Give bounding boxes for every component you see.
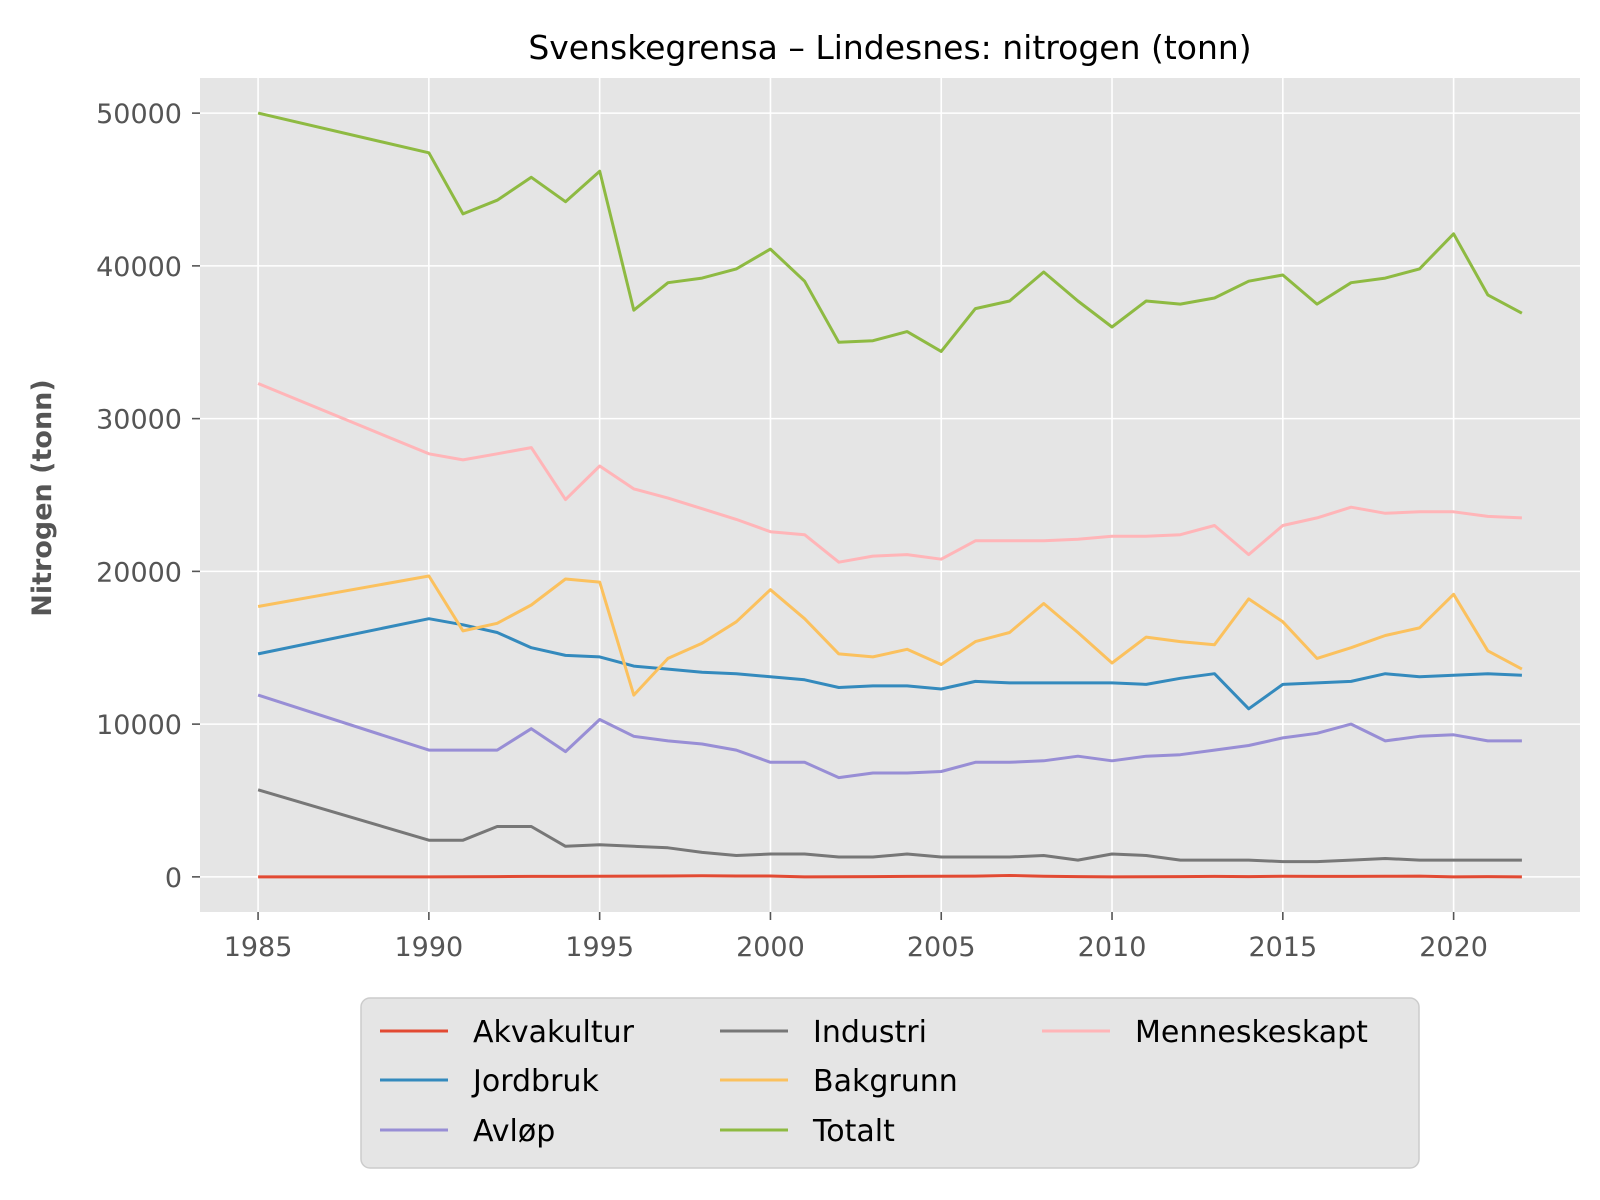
x-tick-label: 2000 bbox=[736, 932, 805, 963]
series-line-menneskeskapt bbox=[257, 382, 1522, 564]
x-tick-label: 1985 bbox=[224, 932, 293, 963]
series-line-industri bbox=[257, 788, 1522, 864]
x-axis-ticks: 1985 1990 1995 2000 2005 2010 2015 2020 bbox=[224, 912, 1488, 963]
x-tick-label: 2015 bbox=[1248, 932, 1317, 963]
legend-label: Akvakultur bbox=[473, 1015, 635, 1050]
legend-label: Industri bbox=[813, 1015, 927, 1050]
legend: Akvakultur Jordbruk Avløp Industri Bakgrunn T… bbox=[360, 997, 1420, 1169]
legend-label: Totalt bbox=[812, 1114, 895, 1149]
series-line-akvakultur bbox=[258, 874, 1522, 879]
y-tick-label: 40000 bbox=[96, 252, 182, 283]
legend-label: Avløp bbox=[473, 1114, 555, 1149]
series-line-totalt bbox=[257, 111, 1523, 353]
y-axis-label: Nitrogen (tonn) bbox=[27, 379, 58, 616]
series-line-jordbruk bbox=[257, 617, 1522, 711]
chart-title: Svenskegrensa – Lindesnes: nitrogen (ton… bbox=[528, 28, 1251, 67]
y-tick-label: 50000 bbox=[96, 99, 182, 130]
y-tick-label: 10000 bbox=[96, 710, 182, 741]
x-tick-label: 2020 bbox=[1419, 932, 1488, 963]
legend-box bbox=[360, 997, 1420, 1169]
plot-background bbox=[200, 78, 1580, 912]
x-tick-label: 1990 bbox=[395, 932, 464, 963]
series-line-avløp bbox=[257, 693, 1522, 780]
legend-label: Bakgrunn bbox=[813, 1064, 958, 1099]
y-tick-label: 20000 bbox=[96, 557, 182, 588]
y-tick-label: 30000 bbox=[96, 405, 182, 436]
y-axis-ticks: 0 10000 20000 30000 40000 50000 bbox=[96, 99, 200, 894]
y-tick-label: 0 bbox=[165, 863, 182, 894]
legend-label: Jordbruk bbox=[471, 1064, 599, 1099]
legend-label: Menneskeskapt bbox=[1135, 1015, 1368, 1050]
series-lines bbox=[257, 111, 1523, 879]
x-tick-label: 1995 bbox=[565, 932, 634, 963]
x-tick-label: 2005 bbox=[907, 932, 976, 963]
x-tick-label: 2010 bbox=[1078, 932, 1147, 963]
series-line-bakgrunn bbox=[257, 574, 1523, 697]
